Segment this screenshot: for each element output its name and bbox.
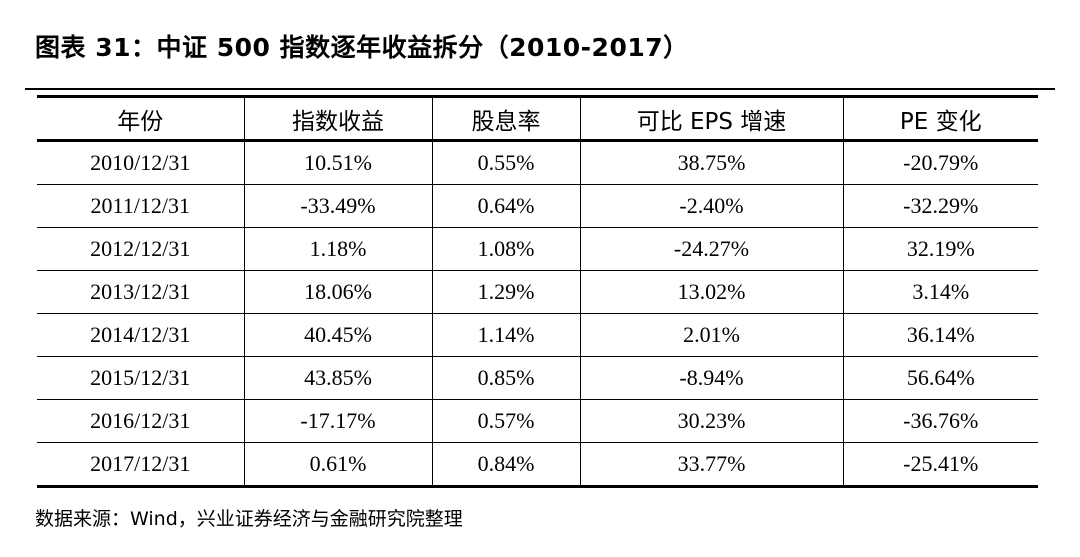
returns-table: 年份 指数收益 股息率 可比 EPS 增速 PE 变化 2010/12/31 1… [37,95,1038,488]
table-row: 2016/12/31 -17.17% 0.57% 30.23% -36.76% [37,399,1038,443]
cell-year: 2015/12/31 [37,356,244,400]
cell-year: 2013/12/31 [37,270,244,314]
header-dividend-yield: 股息率 [431,96,580,141]
table-row: 2011/12/31 -33.49% 0.64% -2.40% -32.29% [37,184,1038,228]
cell-pe-change: -36.76% [842,399,1038,443]
table-row: 2010/12/31 10.51% 0.55% 38.75% -20.79% [37,140,1038,185]
cell-index-return: 1.18% [243,227,432,271]
table-row: 2012/12/31 1.18% 1.08% -24.27% 32.19% [37,227,1038,271]
cell-eps-growth: -2.40% [579,184,843,228]
cell-pe-change: -20.79% [842,140,1038,185]
header-year: 年份 [117,108,164,135]
cell-pe-change: 32.19% [842,227,1038,271]
cell-dividend-yield: 0.55% [431,140,580,185]
cell-index-return: 18.06% [243,270,432,314]
cell-year: 2012/12/31 [37,227,244,271]
table-row: 2013/12/31 18.06% 1.29% 13.02% 3.14% [37,270,1038,314]
table-row: 2014/12/31 40.45% 1.14% 2.01% 36.14% [37,313,1038,357]
cell-year: 2014/12/31 [37,313,244,357]
cell-index-return: 10.51% [243,140,432,185]
cell-pe-change: 3.14% [842,270,1038,314]
header-pe-change: PE 变化 [842,96,1038,141]
cell-eps-growth: 2.01% [579,313,843,357]
table-header-row: 年份 指数收益 股息率 可比 EPS 增速 PE 变化 [37,96,1038,141]
header-index-return: 指数收益 [243,96,432,141]
cell-dividend-yield: 0.84% [431,442,580,487]
cell-eps-growth: 13.02% [579,270,843,314]
title-divider [25,88,1055,90]
cell-index-return: -17.17% [243,399,432,443]
figure-title: 图表 31：中证 500 指数逐年收益拆分（2010-2017） [35,33,689,62]
data-source-note: 数据来源：Wind，兴业证券经济与金融研究院整理 [35,508,463,530]
cell-pe-change: 36.14% [842,313,1038,357]
cell-eps-growth: 30.23% [579,399,843,443]
cell-year: 2010/12/31 [90,150,191,175]
table-row: 2015/12/31 43.85% 0.85% -8.94% 56.64% [37,356,1038,400]
cell-pe-change: 56.64% [842,356,1038,400]
cell-index-return: 43.85% [243,356,432,400]
cell-dividend-yield: 0.57% [431,399,580,443]
cell-year: 2011/12/31 [37,184,244,228]
cell-eps-growth: 33.77% [579,442,843,487]
cell-dividend-yield: 0.64% [431,184,580,228]
cell-eps-growth: 38.75% [579,140,843,185]
cell-dividend-yield: 1.14% [431,313,580,357]
cell-index-return: 40.45% [243,313,432,357]
cell-eps-growth: -24.27% [579,227,843,271]
cell-index-return: -33.49% [243,184,432,228]
header-eps-growth: 可比 EPS 增速 [579,96,843,141]
cell-dividend-yield: 1.29% [431,270,580,314]
cell-year: 2017/12/31 [37,442,244,487]
cell-dividend-yield: 1.08% [431,227,580,271]
cell-dividend-yield: 0.85% [431,356,580,400]
cell-year: 2016/12/31 [37,399,244,443]
table-row: 2017/12/31 0.61% 0.84% 33.77% -25.41% [37,442,1038,487]
cell-index-return: 0.61% [243,442,432,487]
cell-pe-change: -25.41% [842,442,1038,487]
cell-eps-growth: -8.94% [579,356,843,400]
cell-pe-change: -32.29% [842,184,1038,228]
